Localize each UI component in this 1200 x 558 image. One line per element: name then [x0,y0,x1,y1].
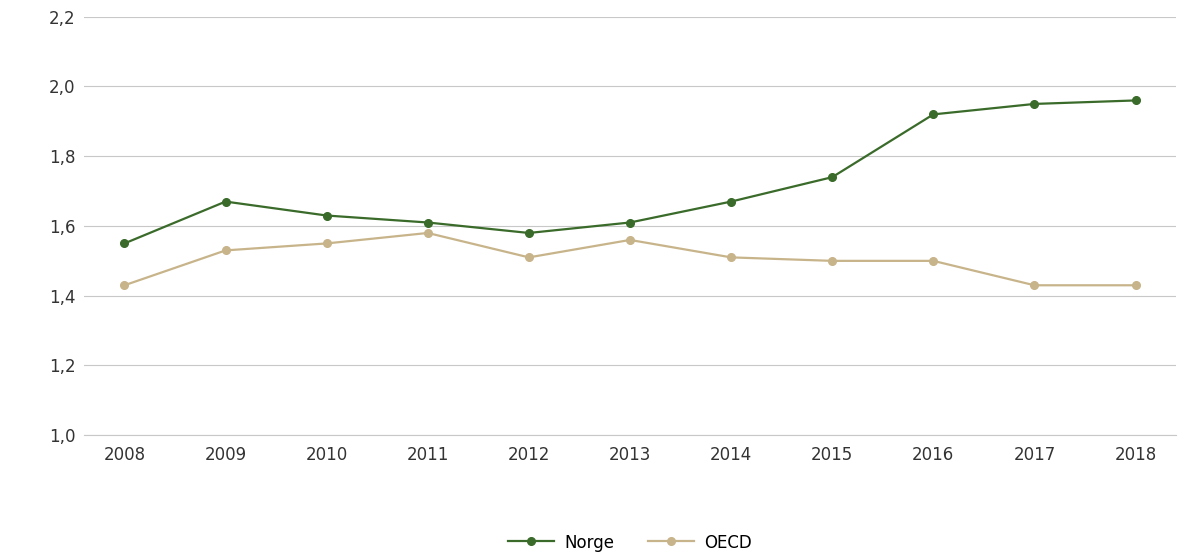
Norge [826,174,840,181]
Norge [319,212,334,219]
OECD [522,254,536,261]
Norge [623,219,637,226]
OECD [826,258,840,264]
Norge [1128,97,1142,104]
OECD [1027,282,1042,288]
Norge [724,198,738,205]
OECD [420,230,434,237]
OECD [926,258,941,264]
Line: OECD: OECD [121,229,1139,289]
Norge [420,219,434,226]
Norge [1027,100,1042,107]
OECD [724,254,738,261]
OECD [118,282,132,288]
Norge [522,230,536,237]
OECD [1128,282,1142,288]
Norge [926,111,941,118]
OECD [218,247,233,254]
Legend: Norge, OECD: Norge, OECD [502,527,758,558]
Norge [118,240,132,247]
Norge [218,198,233,205]
OECD [623,237,637,243]
Line: Norge: Norge [121,97,1139,247]
OECD [319,240,334,247]
